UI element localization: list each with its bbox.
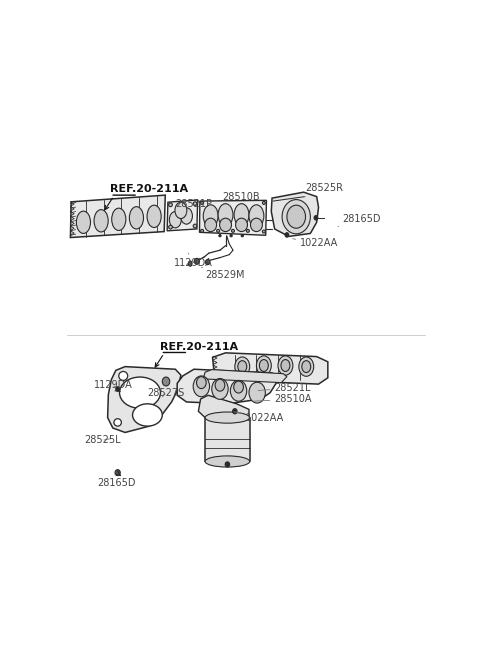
Text: 28165D: 28165D <box>97 474 136 488</box>
Polygon shape <box>271 192 319 236</box>
Ellipse shape <box>233 409 237 414</box>
Ellipse shape <box>115 470 120 476</box>
Ellipse shape <box>168 203 172 207</box>
Ellipse shape <box>215 379 225 391</box>
Ellipse shape <box>168 225 172 229</box>
Polygon shape <box>177 369 279 404</box>
Ellipse shape <box>188 261 192 266</box>
Ellipse shape <box>287 205 306 228</box>
Ellipse shape <box>249 205 264 227</box>
Ellipse shape <box>234 203 249 226</box>
Ellipse shape <box>205 412 250 423</box>
Ellipse shape <box>193 224 197 228</box>
Text: 28525R: 28525R <box>304 183 344 197</box>
Text: 28521L: 28521L <box>258 383 311 393</box>
Polygon shape <box>213 353 328 384</box>
Polygon shape <box>71 195 165 237</box>
Ellipse shape <box>225 462 229 467</box>
Ellipse shape <box>114 419 121 426</box>
Ellipse shape <box>219 235 221 237</box>
Ellipse shape <box>218 203 233 226</box>
Ellipse shape <box>299 357 314 377</box>
Polygon shape <box>205 418 250 461</box>
Ellipse shape <box>120 377 160 408</box>
Text: 28165D: 28165D <box>338 214 381 226</box>
Polygon shape <box>200 200 266 236</box>
Ellipse shape <box>278 356 293 375</box>
Ellipse shape <box>201 230 204 232</box>
Ellipse shape <box>76 211 91 234</box>
Ellipse shape <box>194 258 200 264</box>
Ellipse shape <box>241 235 243 237</box>
Ellipse shape <box>216 230 219 232</box>
Ellipse shape <box>281 359 290 371</box>
Ellipse shape <box>230 235 232 237</box>
Ellipse shape <box>212 379 228 400</box>
Text: 1129DA: 1129DA <box>173 253 212 268</box>
Ellipse shape <box>169 211 181 228</box>
Text: 28510A: 28510A <box>254 394 312 404</box>
Text: 1022AA: 1022AA <box>234 412 284 422</box>
Ellipse shape <box>285 233 289 237</box>
Ellipse shape <box>205 260 210 264</box>
Ellipse shape <box>193 202 197 205</box>
Ellipse shape <box>256 356 271 375</box>
Ellipse shape <box>302 361 311 373</box>
Ellipse shape <box>249 382 265 403</box>
Text: 28529M: 28529M <box>202 267 245 281</box>
Text: 28527S: 28527S <box>147 388 185 398</box>
Polygon shape <box>198 396 249 421</box>
Text: 28521P: 28521P <box>175 199 212 213</box>
Ellipse shape <box>259 359 268 371</box>
Ellipse shape <box>203 205 218 227</box>
Ellipse shape <box>231 230 234 232</box>
Ellipse shape <box>236 218 248 232</box>
Ellipse shape <box>119 371 128 380</box>
Polygon shape <box>167 200 198 231</box>
Text: 1129DA: 1129DA <box>94 380 132 390</box>
Ellipse shape <box>246 230 249 232</box>
Ellipse shape <box>204 218 216 232</box>
Ellipse shape <box>263 201 265 205</box>
Ellipse shape <box>193 376 210 397</box>
Ellipse shape <box>282 199 311 234</box>
Ellipse shape <box>238 361 247 373</box>
Ellipse shape <box>201 201 204 205</box>
Ellipse shape <box>130 207 144 229</box>
Ellipse shape <box>314 216 318 220</box>
Ellipse shape <box>205 456 250 467</box>
Ellipse shape <box>263 230 265 233</box>
Ellipse shape <box>251 218 263 232</box>
Ellipse shape <box>175 202 187 218</box>
Ellipse shape <box>116 386 120 391</box>
Ellipse shape <box>234 381 243 393</box>
Ellipse shape <box>147 205 161 228</box>
Text: 28510B: 28510B <box>222 192 260 205</box>
Polygon shape <box>108 367 181 432</box>
Ellipse shape <box>219 218 231 232</box>
Ellipse shape <box>132 404 162 426</box>
Text: REF.20-211A: REF.20-211A <box>160 342 239 352</box>
Polygon shape <box>203 369 287 382</box>
Text: 28525L: 28525L <box>84 436 121 445</box>
Ellipse shape <box>196 377 206 388</box>
Text: 1022AA: 1022AA <box>293 238 338 248</box>
Ellipse shape <box>230 380 247 401</box>
Ellipse shape <box>180 208 192 224</box>
Text: REF.20-211A: REF.20-211A <box>110 184 188 194</box>
Ellipse shape <box>94 210 108 232</box>
Ellipse shape <box>235 357 250 377</box>
Ellipse shape <box>112 208 126 230</box>
Ellipse shape <box>162 377 170 386</box>
